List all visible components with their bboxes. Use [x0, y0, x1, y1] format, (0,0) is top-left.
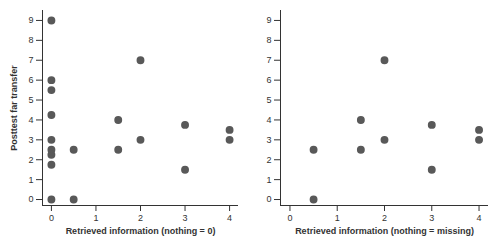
- svg-text:0: 0: [28, 194, 33, 204]
- svg-text:1: 1: [93, 213, 98, 223]
- svg-text:3: 3: [429, 213, 434, 223]
- svg-text:4: 4: [227, 213, 232, 223]
- svg-text:9: 9: [266, 15, 271, 25]
- svg-text:8: 8: [28, 35, 33, 45]
- svg-text:Posttest far transfer: Posttest far transfer: [9, 65, 19, 151]
- svg-text:Retrieved information (nothing: Retrieved information (nothing = 0): [66, 226, 216, 236]
- svg-text:9: 9: [28, 15, 33, 25]
- svg-text:3: 3: [266, 135, 271, 145]
- svg-text:6: 6: [28, 75, 33, 85]
- svg-text:0: 0: [49, 213, 54, 223]
- svg-text:4: 4: [266, 115, 271, 125]
- svg-text:2: 2: [266, 155, 271, 165]
- svg-text:4: 4: [477, 213, 482, 223]
- svg-text:2: 2: [138, 213, 143, 223]
- svg-text:5: 5: [28, 95, 33, 105]
- svg-text:1: 1: [335, 213, 340, 223]
- svg-text:8: 8: [266, 35, 271, 45]
- svg-text:5: 5: [266, 95, 271, 105]
- svg-text:2: 2: [382, 213, 387, 223]
- svg-text:4: 4: [28, 115, 33, 125]
- svg-text:0: 0: [287, 213, 292, 223]
- svg-text:Retrieved information (nothing: Retrieved information (nothing = missing…: [295, 226, 474, 236]
- svg-text:3: 3: [183, 213, 188, 223]
- svg-text:2: 2: [28, 155, 33, 165]
- svg-text:3: 3: [28, 135, 33, 145]
- svg-text:6: 6: [266, 75, 271, 85]
- svg-text:1: 1: [28, 175, 33, 185]
- svg-text:0: 0: [266, 194, 271, 204]
- svg-text:7: 7: [28, 55, 33, 65]
- svg-text:1: 1: [266, 175, 271, 185]
- svg-text:7: 7: [266, 55, 271, 65]
